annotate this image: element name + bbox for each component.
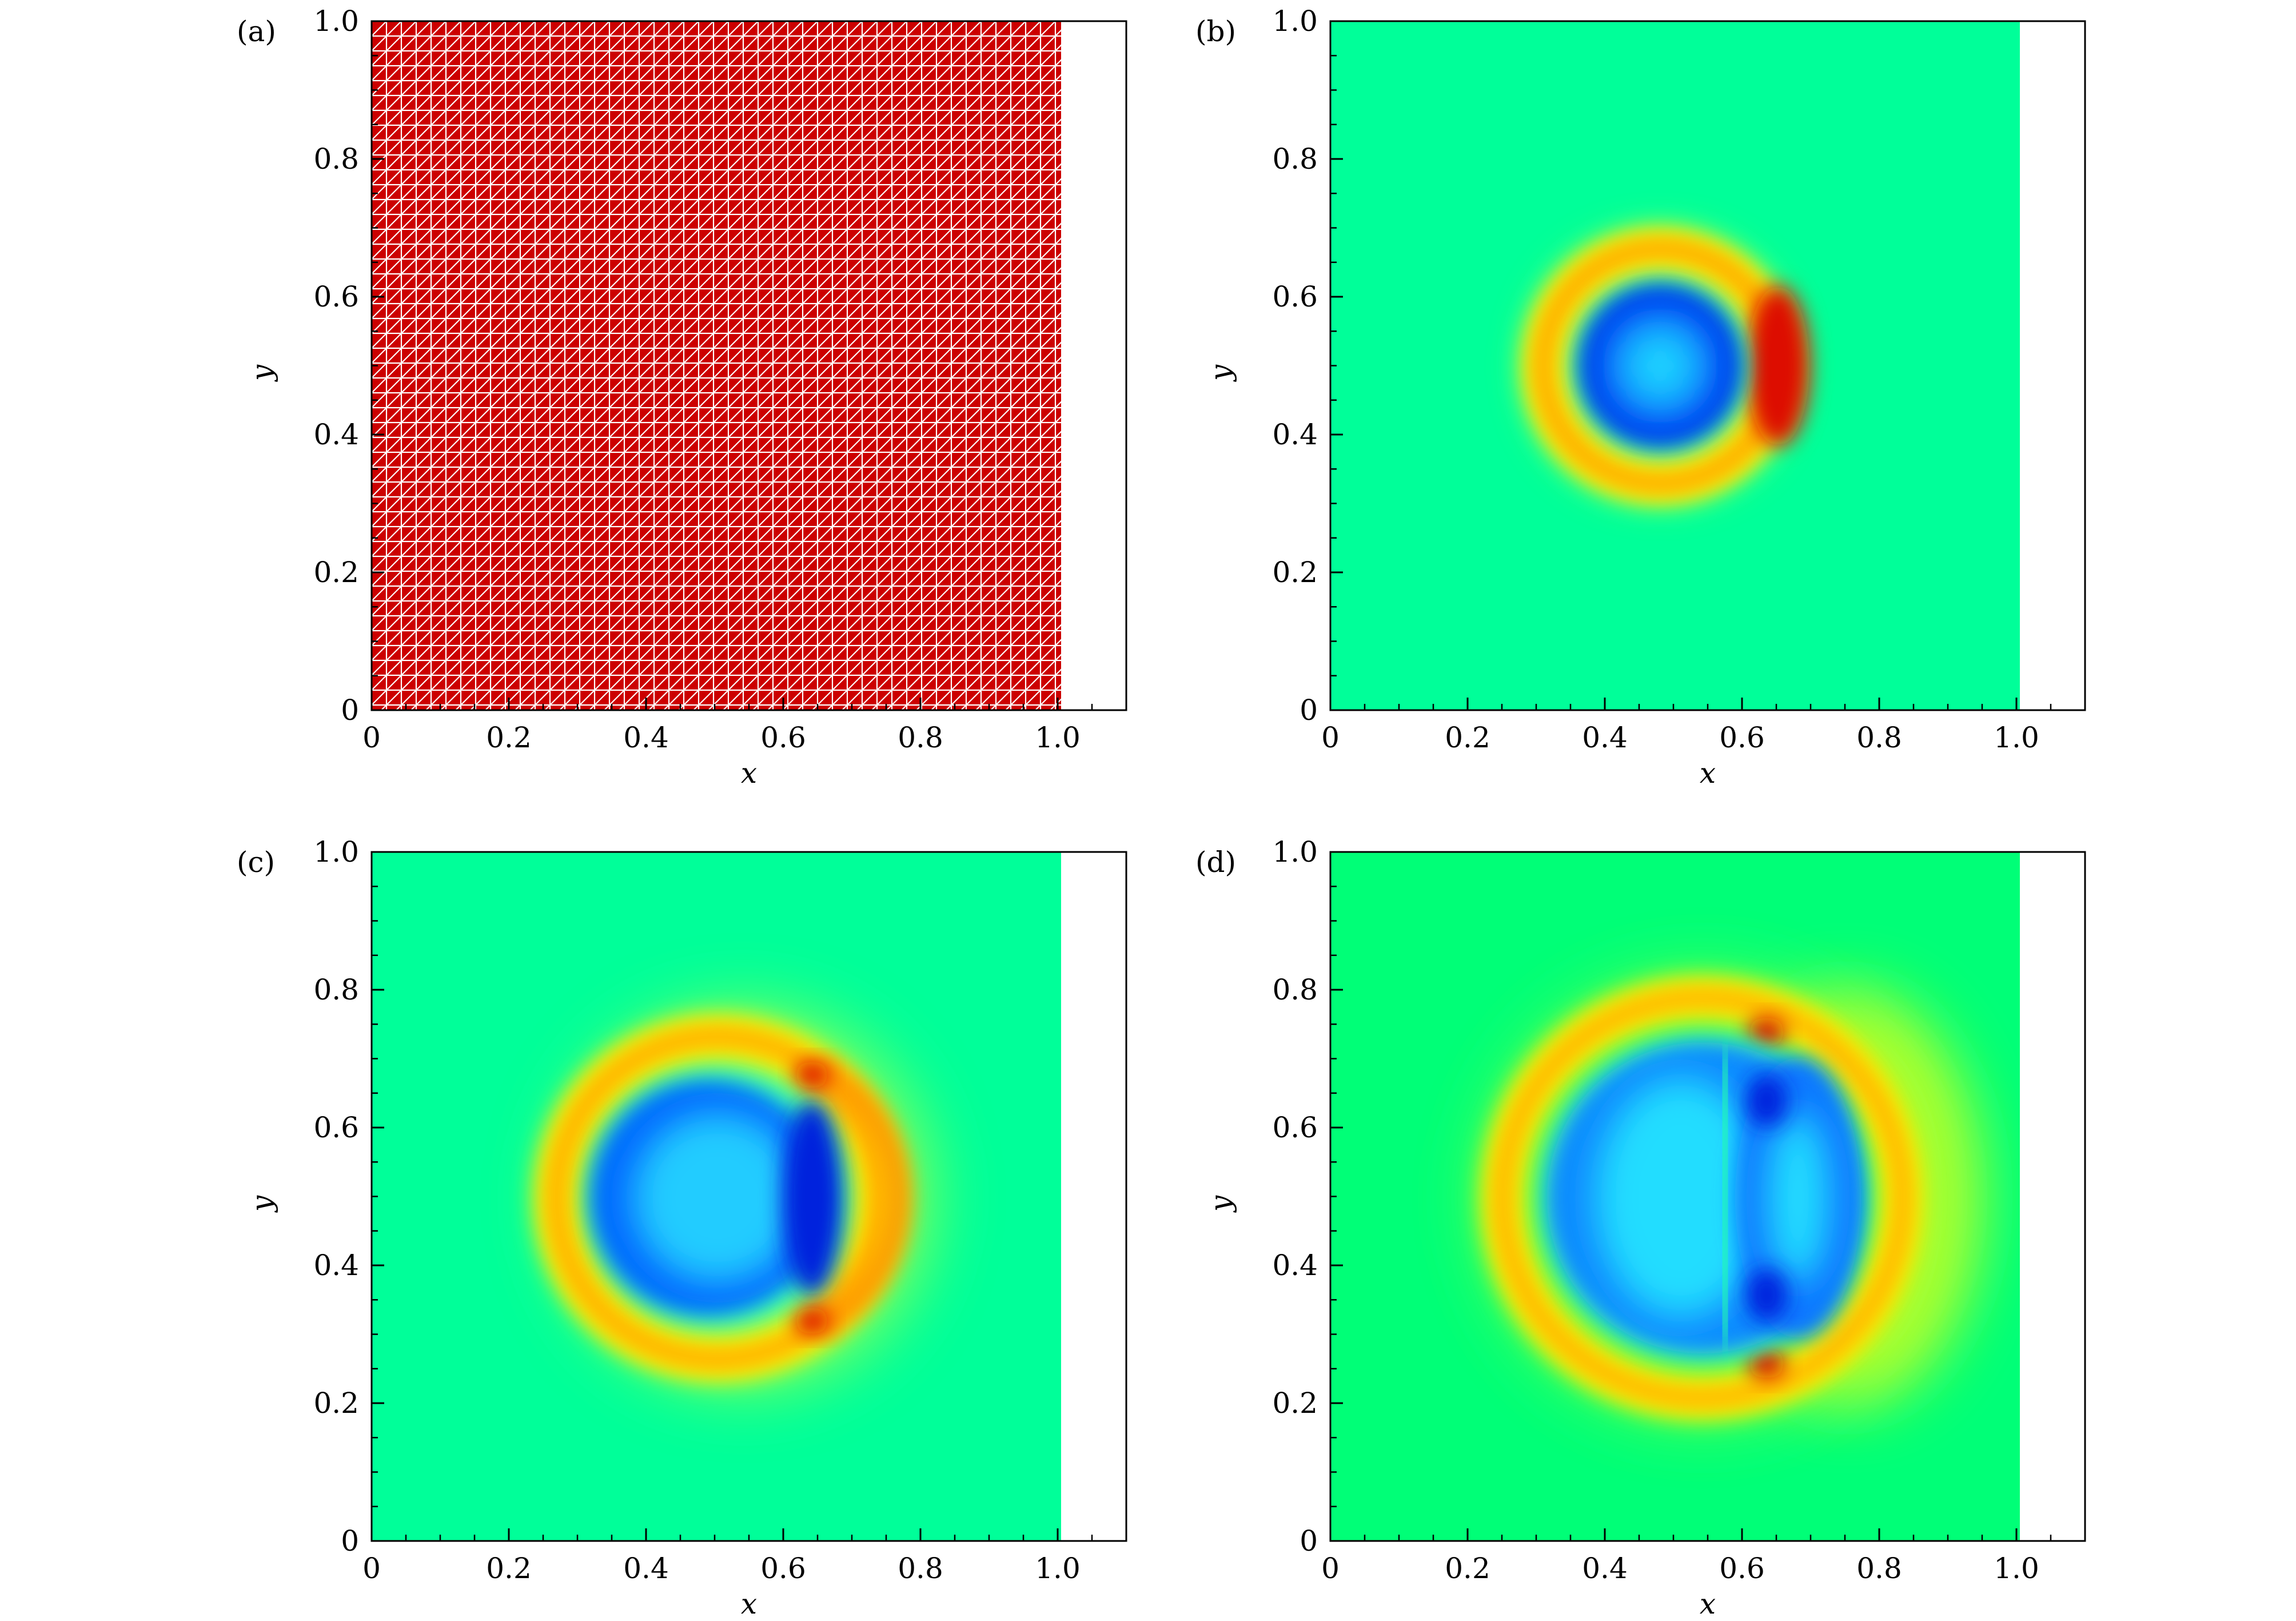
y-axis-label: y <box>245 364 278 382</box>
y-axis-label: y <box>1204 364 1237 382</box>
y-tick-label: 0 <box>1300 1524 1318 1558</box>
y-tick-label: 0.6 <box>313 280 359 313</box>
x-tick-label: 0.6 <box>1719 1552 1765 1585</box>
y-tick-label: 0.2 <box>313 556 359 589</box>
axes-layer: 0 0.2 0.4 0.6 0.8 1.0 0 0.2 0.4 0.6 0.8 1.0 x y (a) 0 0.… <box>237 5 2086 1620</box>
x-tick-label: 0.8 <box>1856 1552 1902 1585</box>
y-tick-label: 0.6 <box>313 1111 359 1144</box>
y-tick-label: 0.2 <box>1272 556 1318 589</box>
x-tick-label: 1.0 <box>1994 1552 2039 1585</box>
y-tick-label: 1.0 <box>1272 835 1318 869</box>
panel-c-density-features <box>533 1006 932 1389</box>
panel-label-c: (c) <box>237 846 275 879</box>
y-axis-label: y <box>1204 1195 1237 1213</box>
x-tick-label: 0 <box>1321 721 1340 754</box>
y-tick-label: 1.0 <box>1272 5 1318 38</box>
panel-a <box>372 21 1061 710</box>
panel-a-axes: 0 0.2 0.4 0.6 0.8 1.0 0 0.2 0.4 0.6 0.8 1.0 x y (a) <box>237 5 1127 790</box>
x-tick-label: 1.0 <box>1035 721 1081 754</box>
panel-d-density-features <box>1480 975 1978 1421</box>
panel-a-mesh <box>372 21 1061 710</box>
x-axis-label: x <box>741 1587 757 1620</box>
y-tick-label: 0.4 <box>313 1249 359 1282</box>
x-axis-label: x <box>1700 1587 1716 1620</box>
x-axis-label: x <box>741 756 757 790</box>
panel-b-axes: 0 0.2 0.4 0.6 0.8 1.0 0 0.2 0.4 0.6 0.8 1.0 x y (b) <box>1195 5 2086 790</box>
x-axis-label: x <box>1700 756 1716 790</box>
x-tick-label: 0.4 <box>623 721 669 754</box>
x-tick-label: 0.6 <box>760 721 806 754</box>
y-tick-label: 0.8 <box>313 973 359 1006</box>
panel-label-d: (d) <box>1195 846 1236 879</box>
y-tick-label: 0.2 <box>1272 1387 1318 1420</box>
y-tick-label: 0.4 <box>313 418 359 451</box>
y-tick-label: 0 <box>341 694 359 727</box>
x-tick-label: 0.6 <box>760 1552 806 1585</box>
y-tick-label: 0.4 <box>1272 418 1318 451</box>
x-tick-label: 1.0 <box>1994 721 2039 754</box>
y-tick-label: 0.4 <box>1272 1249 1318 1282</box>
x-tick-label: 0.2 <box>486 1552 532 1585</box>
panel-label-b: (b) <box>1195 15 1236 48</box>
y-tick-label: 0 <box>1300 694 1318 727</box>
panel-c-axes: 0 0.2 0.4 0.6 0.8 1.0 0 0.2 0.4 0.6 0.8 1.0 x y (c) <box>237 835 1127 1620</box>
panel-label-a: (a) <box>237 15 276 48</box>
panel-d-axes: 0 0.2 0.4 0.6 0.8 1.0 0 0.2 0.4 0.6 0.8 1.0 x y (d) <box>1195 835 2086 1620</box>
x-tick-label: 0 <box>362 1552 381 1585</box>
y-tick-label: 0.6 <box>1272 280 1318 313</box>
x-tick-label: 0.2 <box>1445 721 1490 754</box>
x-tick-label: 1.0 <box>1035 1552 1081 1585</box>
panel-b <box>1330 21 2020 710</box>
panel-d <box>1330 852 2020 1541</box>
x-tick-label: 0.4 <box>623 1552 669 1585</box>
y-tick-label: 1.0 <box>313 5 359 38</box>
x-tick-label: 0.8 <box>898 1552 943 1585</box>
panel-b-density-features <box>1523 229 1809 503</box>
y-tick-label: 0 <box>341 1524 359 1558</box>
y-tick-label: 1.0 <box>313 835 359 869</box>
x-tick-label: 0 <box>362 721 381 754</box>
y-tick-label: 0.8 <box>1272 973 1318 1006</box>
x-tick-label: 0.6 <box>1719 721 1765 754</box>
y-tick-label: 0.2 <box>313 1387 359 1420</box>
y-tick-label: 0.8 <box>1272 142 1318 176</box>
y-tick-label: 0.6 <box>1272 1111 1318 1144</box>
x-tick-label: 0.2 <box>1445 1552 1490 1585</box>
x-tick-label: 0 <box>1321 1552 1340 1585</box>
x-tick-label: 0.4 <box>1582 721 1628 754</box>
y-axis-label: y <box>245 1195 278 1213</box>
x-tick-label: 0.4 <box>1582 1552 1628 1585</box>
y-tick-label: 0.8 <box>313 142 359 176</box>
panel-c <box>372 852 1061 1541</box>
x-tick-label: 0.8 <box>1856 721 1902 754</box>
x-tick-label: 0.8 <box>898 721 943 754</box>
x-tick-label: 0.2 <box>486 721 532 754</box>
